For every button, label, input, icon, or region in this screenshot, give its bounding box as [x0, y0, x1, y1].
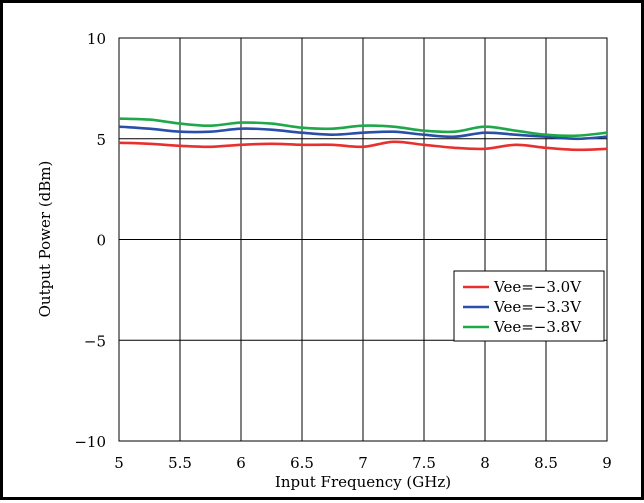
series-line [118, 125, 608, 141]
y-tick-label: 10 [87, 30, 106, 48]
x-tick-label: 9 [602, 454, 612, 472]
line-chart: 5 5.5 6 6.5 7 7.5 8 8.5 9 −10 −5 0 5 10 Input Freque… [36, 30, 612, 491]
x-axis-label: Input Frequency (GHz) [275, 473, 451, 491]
x-tick-label: 6.5 [290, 454, 314, 472]
y-tick-label: −10 [74, 433, 106, 451]
y-tick-label: −5 [84, 332, 106, 350]
series-line [118, 117, 608, 138]
legend-label: Vee=−3.3V [493, 298, 582, 316]
x-tick-label: 7 [358, 454, 368, 472]
x-tick-label: 5.5 [168, 454, 192, 472]
x-tick-label: 8.5 [534, 454, 558, 472]
x-tick-labels: 5 5.5 6 6.5 7 7.5 8 8.5 9 [114, 454, 612, 472]
series-lines [118, 117, 608, 152]
x-tick-label: 8 [480, 454, 490, 472]
x-tick-label: 6 [236, 454, 246, 472]
y-tick-labels: −10 −5 0 5 10 [74, 30, 106, 451]
grid-lines [119, 38, 607, 441]
y-tick-label: 0 [96, 232, 106, 250]
legend: Vee=−3.0V Vee=−3.3V Vee=−3.8V [453, 270, 605, 342]
y-axis-label: Output Power (dBm) [36, 161, 54, 318]
legend-label: Vee=−3.8V [493, 318, 582, 336]
legend-label: Vee=−3.0V [493, 278, 582, 296]
x-tick-label: 7.5 [412, 454, 436, 472]
series-line [118, 140, 608, 152]
x-tick-label: 5 [114, 454, 124, 472]
y-tick-label: 5 [96, 131, 106, 149]
